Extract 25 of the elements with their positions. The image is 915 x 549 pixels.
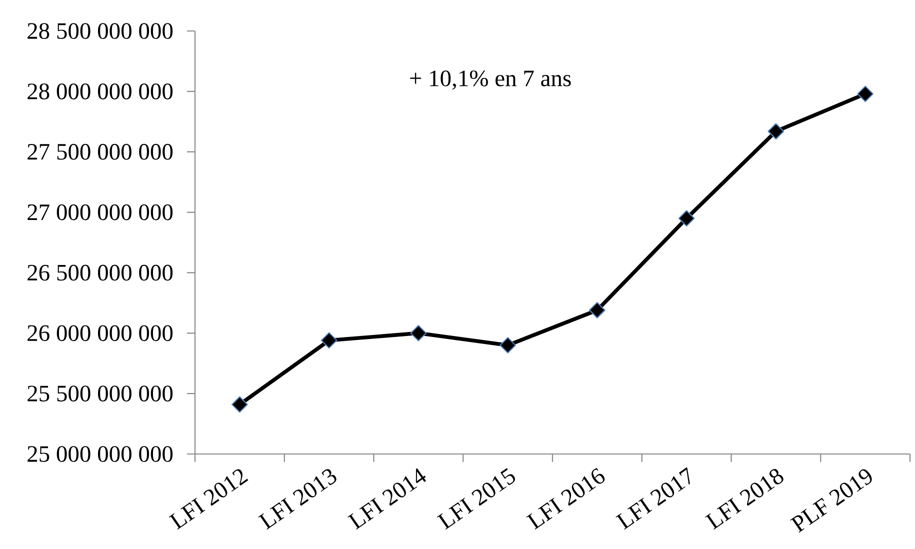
point [320, 332, 338, 349]
point [232, 396, 248, 413]
y-tick-label: 26 000 000 000 [28, 325, 173, 342]
annotation: + 10,1% en 7 ans [410, 70, 571, 90]
x-tick-label: LFI 2015 [436, 468, 515, 530]
point [768, 123, 784, 140]
y-tick-label: 28 000 000 000 [28, 84, 173, 100]
y-tick-label: 27 000 000 000 [28, 204, 173, 220]
x-tick-label: LFI 2013 [258, 469, 336, 530]
point [678, 210, 695, 227]
x-tick-label: LFI 2018 [705, 468, 784, 530]
x-tick-label: LFI 2014 [348, 468, 426, 530]
y-tick-label: 27 500 000 000 [28, 144, 173, 160]
y-tick-label: 25 000 000 000 [28, 446, 173, 462]
y-tick-label: 25 500 000 000 [28, 386, 173, 402]
y-tick-label: 28 500 000 000 [28, 23, 173, 39]
x-tick-label: LFI 2012 [168, 469, 248, 530]
x-tick-label: LFI 2016 [526, 468, 605, 530]
point [500, 337, 516, 354]
point [857, 86, 874, 102]
x-tick-label: PLF 2019 [790, 469, 872, 533]
y-tick-label: 26 500 000 000 [28, 264, 173, 281]
point [410, 324, 427, 342]
point [588, 302, 606, 318]
x-tick-label: LFI 2017 [616, 467, 690, 530]
